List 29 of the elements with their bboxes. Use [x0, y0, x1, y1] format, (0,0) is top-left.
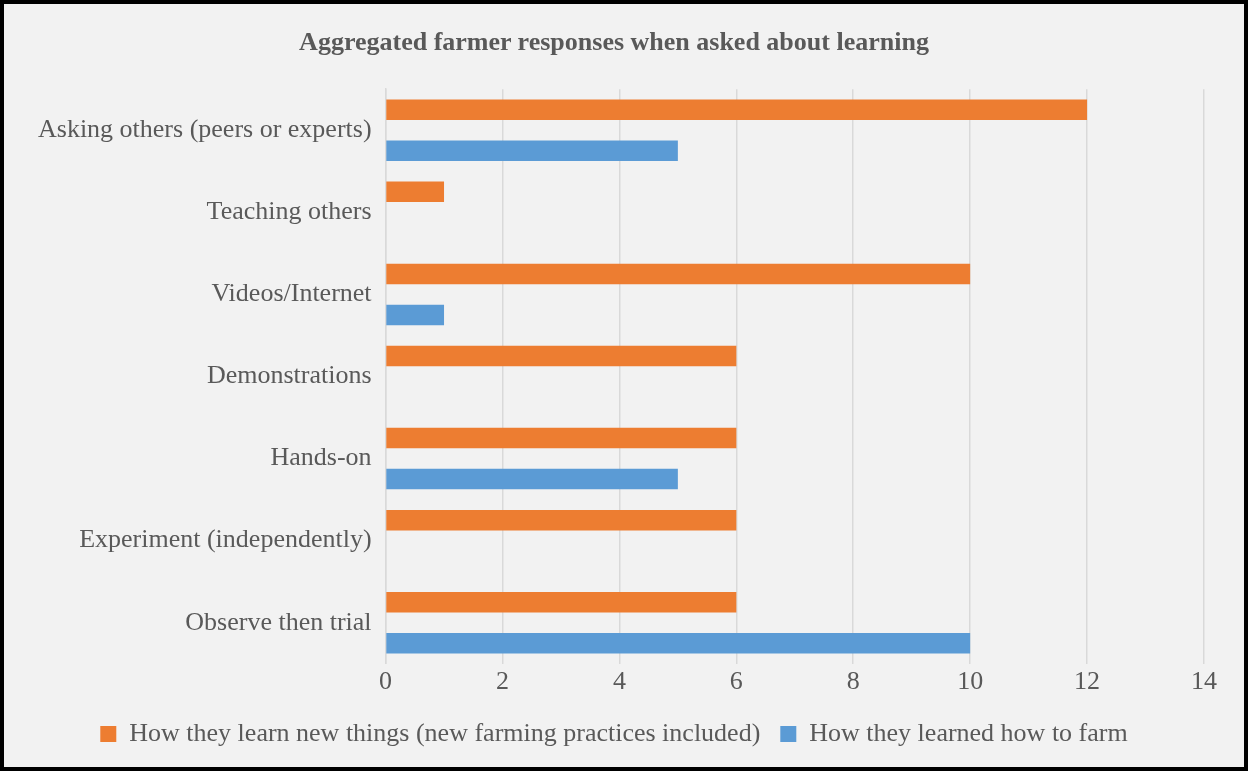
x-tick-label: 6: [729, 666, 743, 696]
bar: [386, 181, 445, 203]
y-tick-label: Experiment (independently): [79, 524, 372, 554]
bar: [386, 140, 678, 162]
x-tick-label: 14: [1191, 666, 1217, 696]
bar: [386, 591, 737, 613]
legend-label: How they learn new things (new farming practices included): [129, 717, 761, 747]
y-tick-label: Observe then trial: [185, 606, 372, 636]
x-tick-label: 0: [379, 666, 393, 696]
x-tick-label: 8: [846, 666, 860, 696]
legend-label: How they learned how to farm: [809, 717, 1128, 747]
bar: [386, 468, 678, 490]
x-tick-label: 10: [957, 666, 984, 696]
y-tick-label: Demonstrations: [206, 360, 372, 390]
y-tick-label: Videos/Internet: [211, 278, 373, 308]
bar: [386, 509, 737, 531]
y-tick-label: Hands-on: [270, 442, 372, 472]
y-tick-label: Teaching others: [206, 196, 372, 226]
chart-title: Aggregated farmer responses when asked about learning: [299, 27, 929, 57]
bar: [386, 304, 445, 326]
x-tick-label: 12: [1074, 666, 1101, 696]
x-tick-label: 4: [612, 666, 626, 696]
y-tick-label: Asking others (peers or experts): [37, 114, 372, 144]
bar: [386, 99, 1088, 120]
bar: [386, 427, 737, 449]
bar: [386, 263, 971, 285]
bar: [386, 633, 971, 654]
bar: [386, 345, 737, 367]
x-tick-label: 2: [495, 666, 509, 696]
